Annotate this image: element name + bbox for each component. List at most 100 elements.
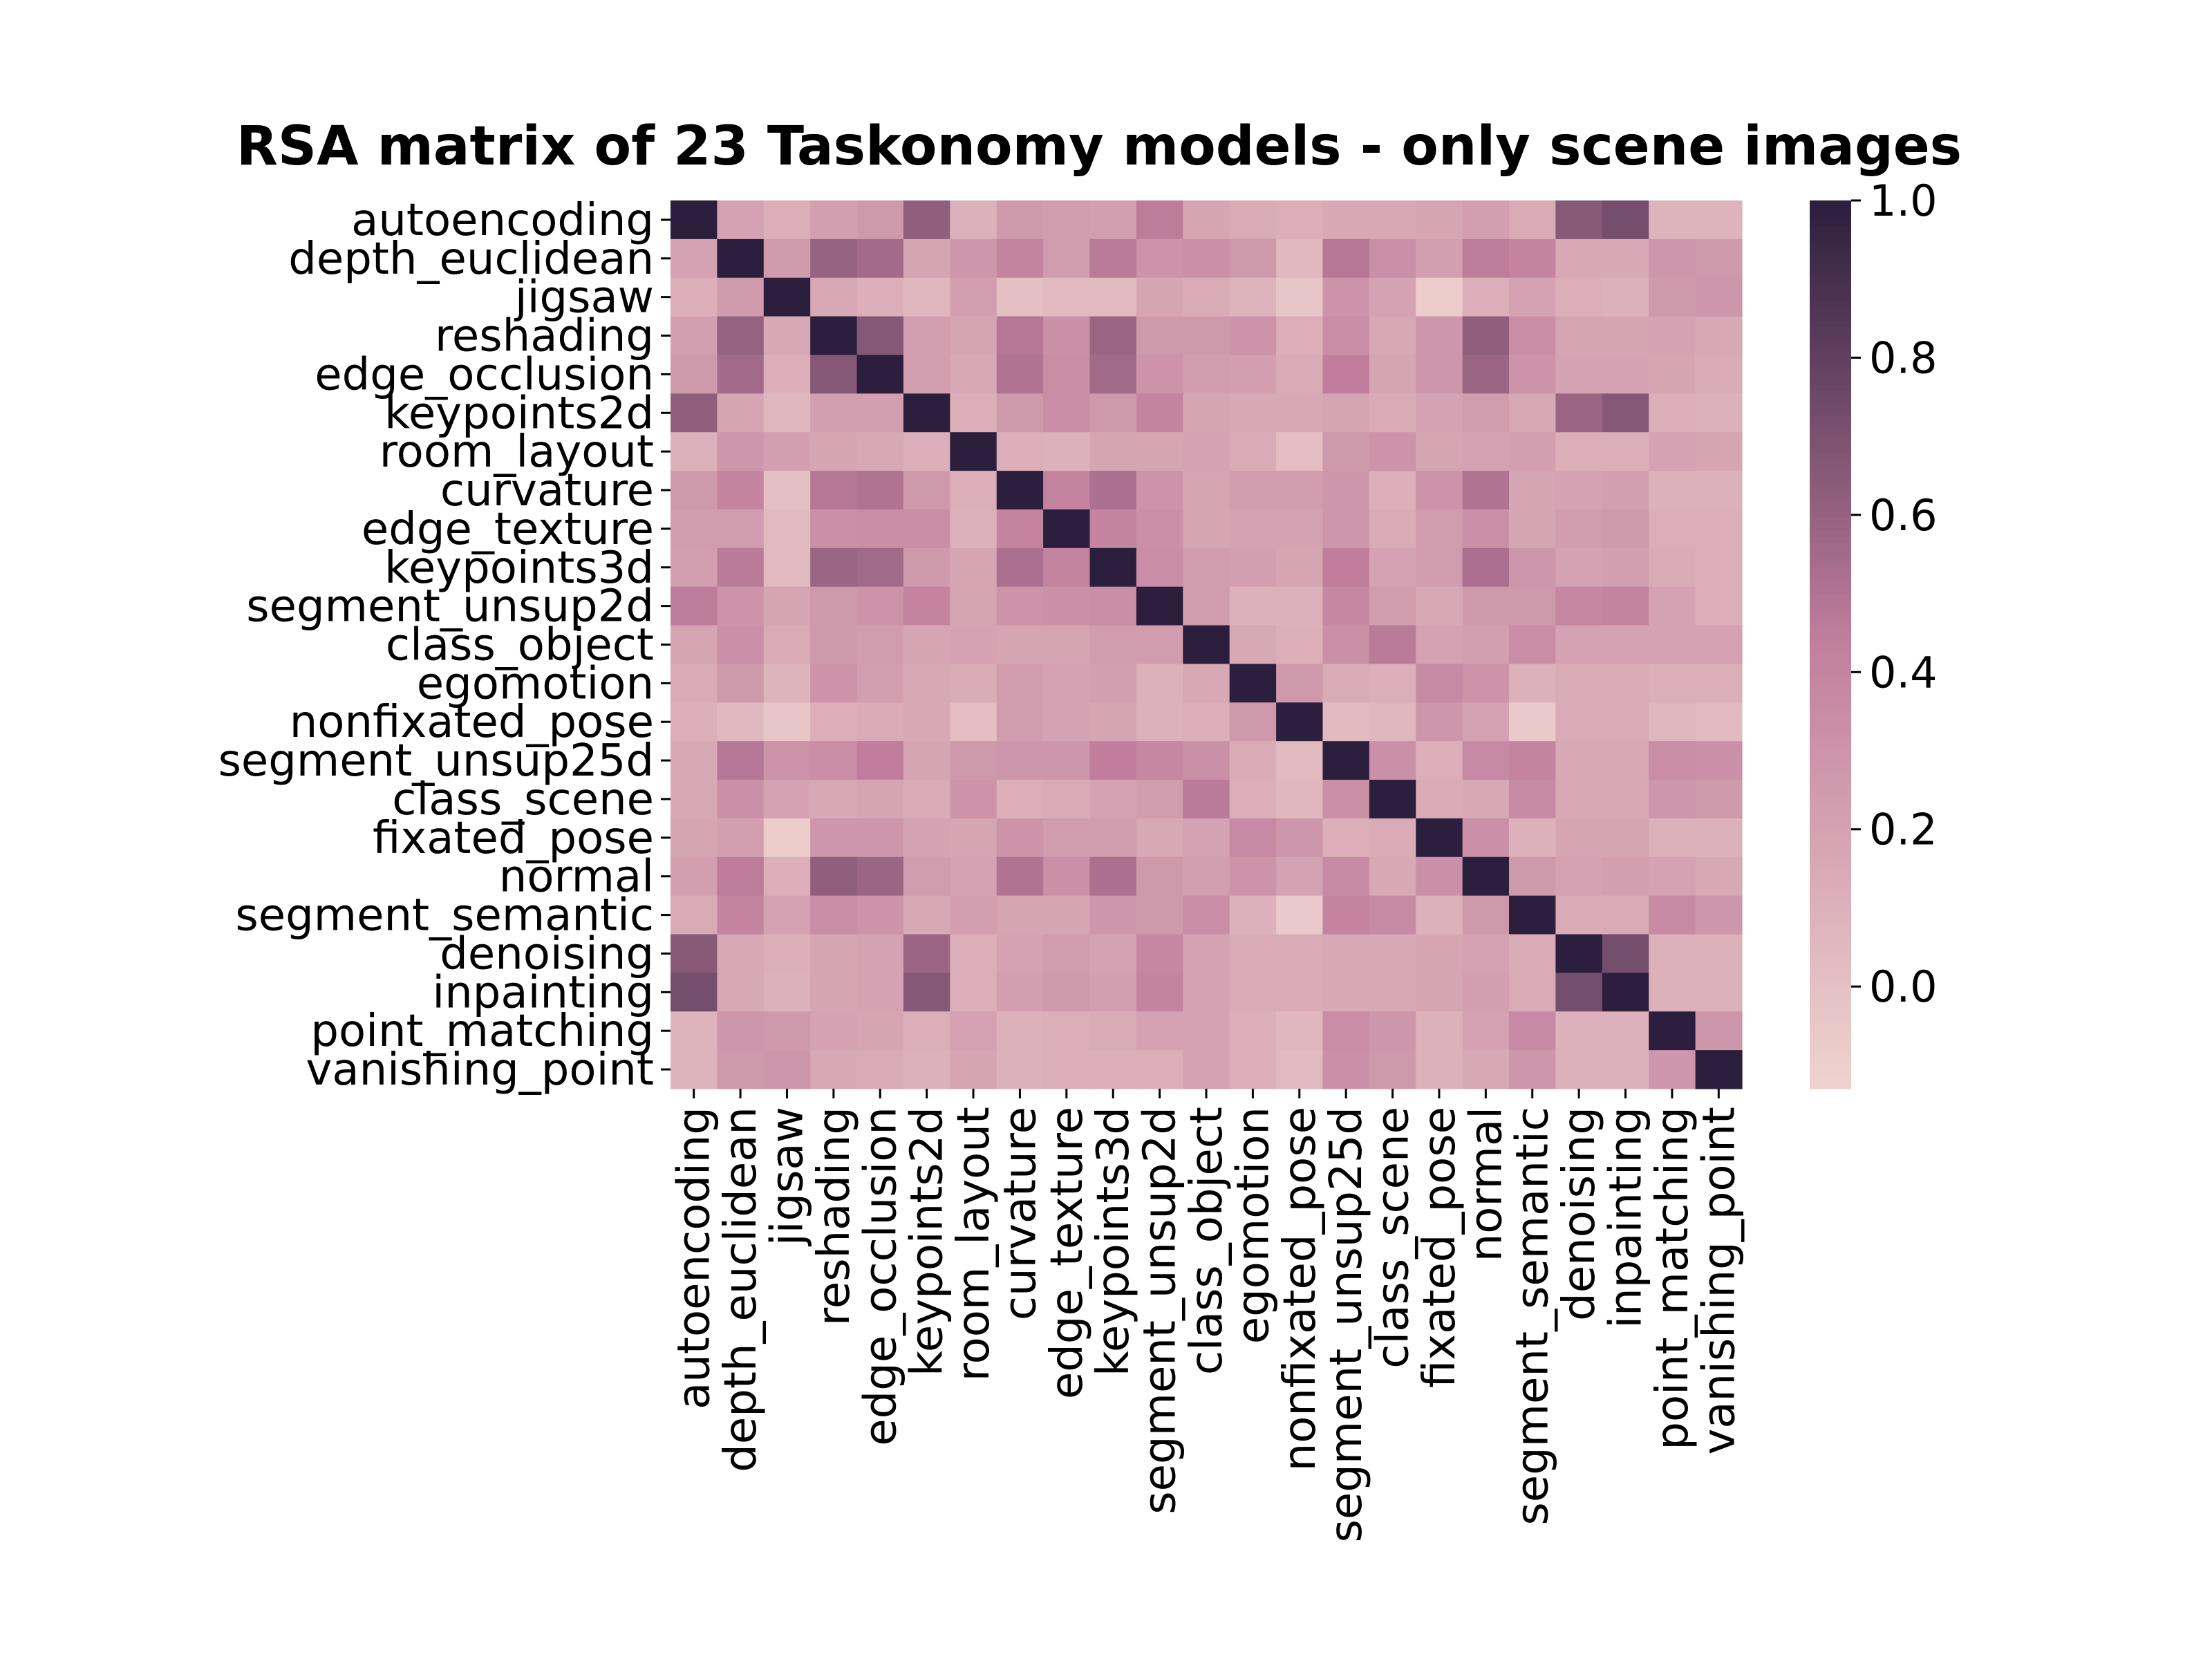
colorbar-segment bbox=[1810, 809, 1851, 817]
heatmap-cell bbox=[1043, 200, 1091, 240]
heatmap-cell bbox=[1509, 316, 1557, 356]
heatmap-cell bbox=[1649, 586, 1696, 626]
heatmap-cell bbox=[1695, 973, 1743, 1012]
colorbar-tick-label: 0.2 bbox=[1869, 805, 1938, 855]
colorbar-segment bbox=[1810, 549, 1851, 556]
heatmap-cell bbox=[1555, 973, 1603, 1012]
heatmap-cell bbox=[903, 780, 950, 819]
heatmap-cell bbox=[717, 238, 765, 279]
heatmap-cell bbox=[1322, 277, 1370, 317]
heatmap-cell bbox=[1089, 277, 1137, 317]
heatmap-cell bbox=[717, 200, 765, 240]
heatmap-cell bbox=[763, 741, 811, 780]
heatmap-cell bbox=[763, 625, 811, 665]
heatmap-cell bbox=[1462, 238, 1510, 279]
heatmap-cell bbox=[1229, 664, 1277, 703]
heatmap-cell bbox=[671, 471, 718, 510]
heatmap-cell bbox=[1183, 702, 1230, 742]
heatmap-cell bbox=[1509, 664, 1557, 703]
heatmap-cell bbox=[1136, 856, 1183, 897]
heatmap-cell bbox=[1462, 625, 1510, 665]
heatmap-cell bbox=[1089, 316, 1137, 356]
heatmap-cell bbox=[1555, 277, 1603, 317]
heatmap-cell bbox=[1369, 664, 1416, 703]
heatmap-cell bbox=[671, 316, 718, 356]
row-tick-label: segment_unsup25d bbox=[218, 735, 654, 787]
heatmap-cell bbox=[1509, 200, 1557, 240]
heatmap-cell bbox=[1089, 741, 1137, 780]
colorbar-segment bbox=[1810, 339, 1851, 347]
heatmap-cell bbox=[1183, 432, 1230, 471]
heatmap-cell bbox=[763, 818, 811, 858]
heatmap-cell bbox=[1276, 432, 1324, 471]
heatmap-cell bbox=[1322, 818, 1370, 858]
heatmap-cell bbox=[1136, 664, 1183, 703]
heatmap-cell bbox=[1602, 741, 1649, 780]
heatmap-cell bbox=[996, 277, 1044, 317]
heatmap-cell bbox=[903, 238, 950, 279]
colorbar-segment bbox=[1810, 492, 1851, 500]
heatmap-cell bbox=[996, 934, 1044, 973]
heatmap-cell bbox=[1416, 316, 1463, 356]
heatmap-cell bbox=[671, 780, 718, 819]
heatmap-cell bbox=[950, 393, 997, 433]
heatmap-cell bbox=[950, 277, 997, 317]
heatmap-cell bbox=[1136, 818, 1183, 858]
heatmap-cell bbox=[1322, 856, 1370, 897]
colorbar-segment bbox=[1810, 219, 1851, 227]
heatmap-cell bbox=[856, 818, 904, 858]
colorbar-segment bbox=[1810, 416, 1851, 424]
heatmap-cell bbox=[1322, 895, 1370, 935]
heatmap-cell bbox=[1649, 895, 1696, 935]
colorbar-segment bbox=[1810, 828, 1851, 836]
heatmap-cell bbox=[1602, 547, 1649, 588]
heatmap-cell bbox=[1089, 547, 1137, 588]
heatmap-cell bbox=[1183, 1011, 1230, 1051]
colorbar-segment bbox=[1810, 1025, 1851, 1033]
heatmap-cell bbox=[1509, 432, 1557, 471]
heatmap-cell bbox=[1369, 200, 1416, 240]
heatmap-cell bbox=[1322, 509, 1370, 549]
colorbar-segment bbox=[1810, 1012, 1851, 1020]
heatmap-cell bbox=[1136, 547, 1183, 588]
heatmap-cell bbox=[996, 856, 1044, 897]
heatmap-cell bbox=[1462, 934, 1510, 973]
row-tick-label: fixated_pose bbox=[373, 813, 654, 864]
column-tick-label: egomotion bbox=[1228, 1107, 1279, 1344]
row-tick-label: denoising bbox=[440, 928, 654, 980]
heatmap-cell bbox=[671, 973, 718, 1012]
heatmap-cell bbox=[1369, 547, 1416, 588]
heatmap-cell bbox=[856, 238, 904, 279]
colorbar-segment bbox=[1810, 778, 1851, 785]
heatmap-cell bbox=[1602, 277, 1649, 317]
heatmap-cell bbox=[903, 625, 950, 665]
heatmap-cell bbox=[1416, 432, 1463, 471]
heatmap-cell bbox=[1602, 1050, 1649, 1089]
heatmap-cell bbox=[763, 895, 811, 935]
heatmap-cell bbox=[903, 818, 950, 858]
colorbar-segment bbox=[1810, 283, 1851, 290]
heatmap-cell bbox=[1322, 780, 1370, 819]
heatmap-cell bbox=[1089, 200, 1137, 240]
heatmap-cell bbox=[1089, 238, 1137, 279]
colorbar-segment bbox=[1810, 251, 1851, 259]
heatmap-cell bbox=[1509, 625, 1557, 665]
colorbar-segment bbox=[1810, 238, 1851, 246]
colorbar-segment bbox=[1810, 1031, 1851, 1039]
heatmap-cell bbox=[1649, 664, 1696, 703]
colorbar-segment bbox=[1810, 530, 1851, 538]
heatmap-cell bbox=[1136, 393, 1183, 433]
heatmap-cell bbox=[1322, 664, 1370, 703]
row-tick-label: egomotion bbox=[417, 658, 654, 709]
heatmap-cell bbox=[903, 741, 950, 780]
heatmap-cell bbox=[1416, 200, 1463, 240]
heatmap-cell bbox=[1695, 432, 1743, 471]
heatmap-cell bbox=[856, 934, 904, 973]
heatmap-cell bbox=[1416, 238, 1463, 279]
heatmap-cell bbox=[1183, 509, 1230, 549]
heatmap-cell bbox=[671, 934, 718, 973]
colorbar-segment bbox=[1810, 1006, 1851, 1013]
colorbar-segment bbox=[1810, 720, 1851, 728]
heatmap-cell bbox=[1276, 355, 1324, 394]
heatmap-cell bbox=[1695, 895, 1743, 935]
